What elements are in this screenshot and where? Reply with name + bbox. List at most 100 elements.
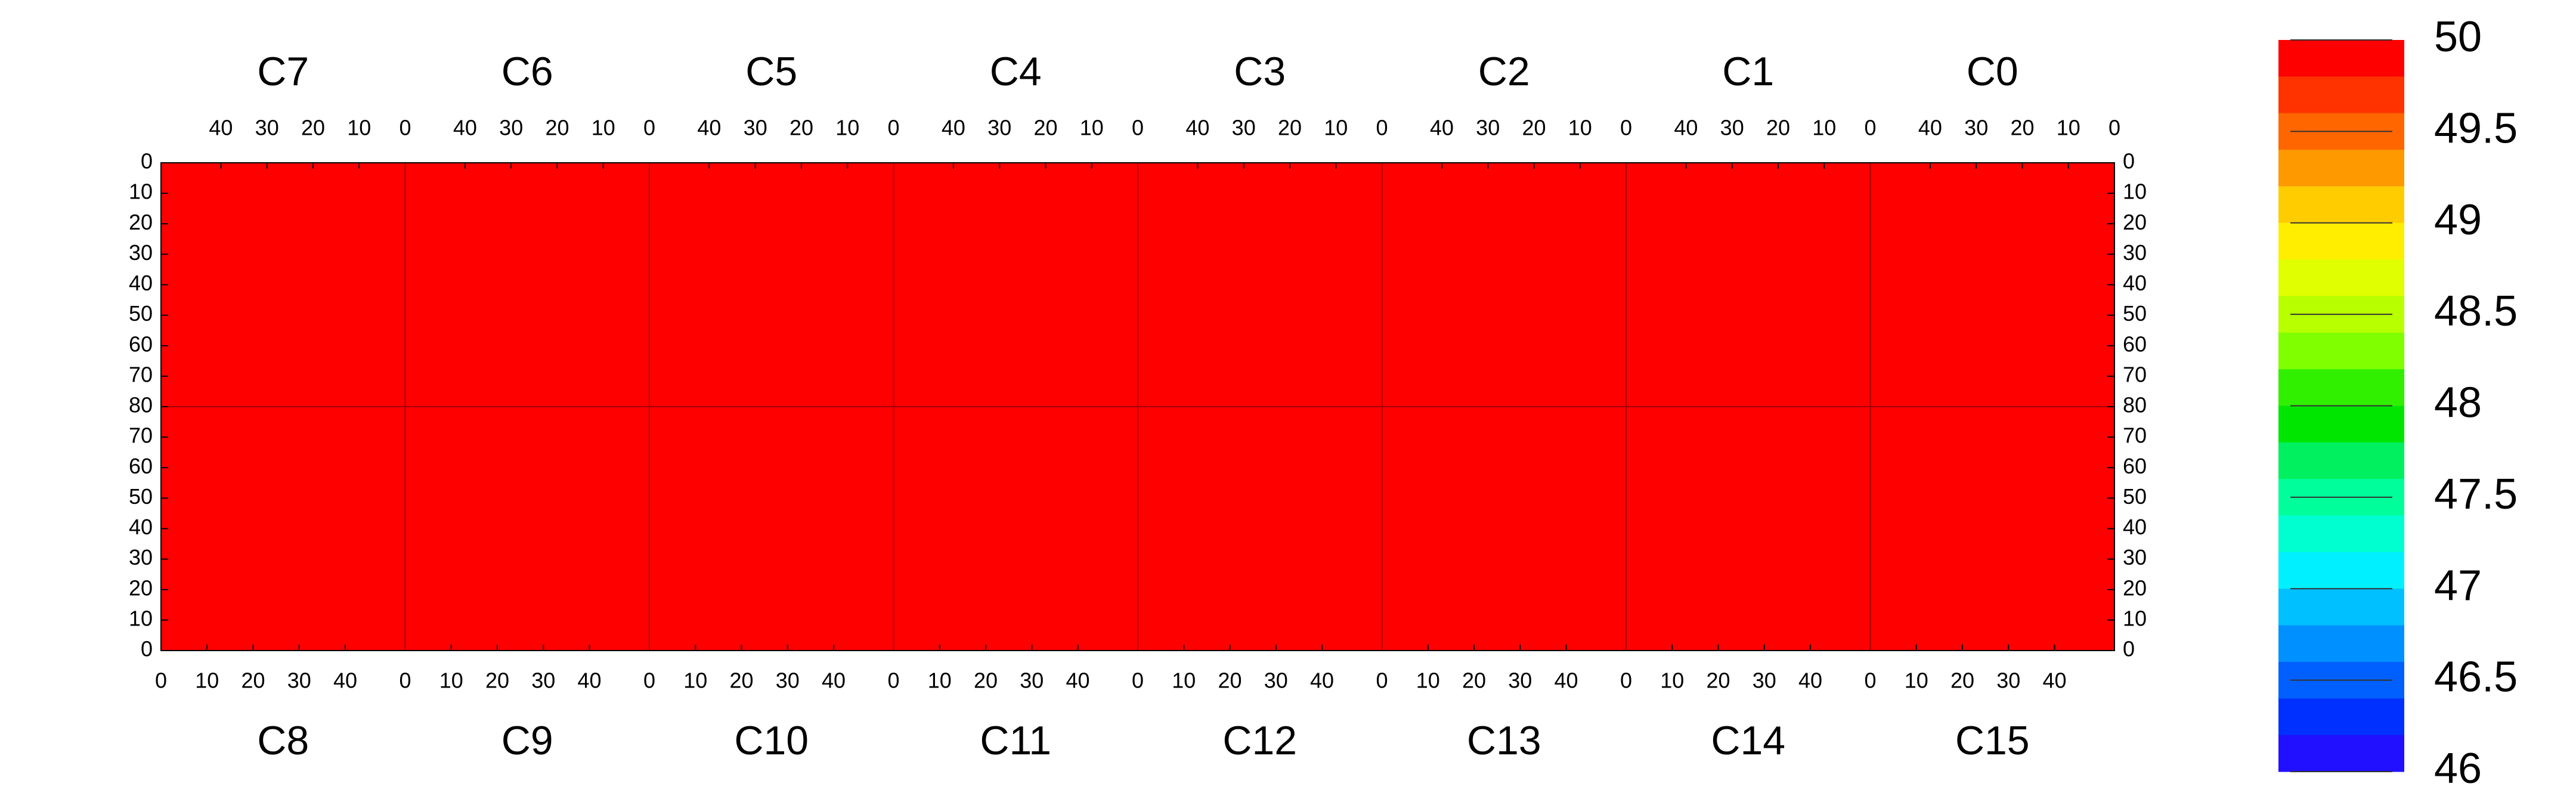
colorbar-band <box>2278 150 2404 187</box>
x-tick-label: 10 <box>439 668 463 693</box>
x-tick-label: 0 <box>643 668 655 693</box>
chip-cell <box>893 407 1138 651</box>
x-tick-label: 20 <box>301 116 325 140</box>
colorbar-band <box>2278 735 2404 772</box>
y-tick-label: 50 <box>129 301 153 326</box>
chip-cell <box>1138 407 1382 651</box>
x-tick-label: 40 <box>1066 668 1090 693</box>
x-tick-label: 10 <box>592 116 615 140</box>
colorbar-band <box>2278 259 2404 296</box>
y-tick-label: 10 <box>2123 606 2147 630</box>
x-tick-label: 10 <box>1416 668 1440 693</box>
x-tick-label: 40 <box>1798 668 1822 693</box>
x-tick-label: 30 <box>987 116 1011 140</box>
x-tick-label: 10 <box>1080 116 1104 140</box>
x-tick-label: 20 <box>242 668 265 693</box>
colorbar-label: 50 <box>2434 13 2482 61</box>
y-tick-label: 80 <box>129 393 153 417</box>
colorbar-label: 47 <box>2434 562 2482 609</box>
x-tick-label: 40 <box>1674 116 1698 140</box>
y-tick-label: 50 <box>129 484 153 509</box>
x-tick-label: 20 <box>485 668 509 693</box>
x-tick-label: 0 <box>1376 116 1388 140</box>
x-tick-label: 40 <box>209 116 233 140</box>
chip-label: C15 <box>1955 718 2030 763</box>
y-tick-label: 40 <box>129 515 153 539</box>
x-tick-label: 20 <box>1707 668 1730 693</box>
colorbar-label: 48 <box>2434 379 2482 427</box>
x-tick-label: 20 <box>730 668 754 693</box>
y-tick-label: 0 <box>2123 637 2135 661</box>
x-tick-label: 0 <box>1620 668 1632 693</box>
chip-cell <box>1382 407 1626 651</box>
chip-label: C6 <box>501 49 553 94</box>
x-tick-label: 20 <box>1218 668 1242 693</box>
x-tick-label: 0 <box>155 668 167 693</box>
x-tick-label: 30 <box>531 668 555 693</box>
y-tick-label: 40 <box>129 271 153 295</box>
y-tick-label: 20 <box>2123 575 2147 600</box>
chip-cell <box>405 407 649 651</box>
y-tick-label: 0 <box>141 637 153 661</box>
x-tick-label: 10 <box>928 668 952 693</box>
x-tick-label: 40 <box>578 668 602 693</box>
x-tick-label: 10 <box>683 668 707 693</box>
x-tick-label: 0 <box>1376 668 1388 693</box>
x-tick-label: 10 <box>1172 668 1196 693</box>
x-tick-label: 20 <box>1033 116 1057 140</box>
x-tick-label: 30 <box>1232 116 1256 140</box>
y-tick-label: 10 <box>129 179 153 204</box>
x-tick-label: 0 <box>399 116 411 140</box>
x-tick-label: 0 <box>1864 116 1876 140</box>
colorbar-band <box>2278 625 2404 662</box>
x-tick-label: 20 <box>2010 116 2034 140</box>
colorbar-label: 49 <box>2434 196 2482 244</box>
x-tick-label: 30 <box>744 116 767 140</box>
chip-cell <box>161 407 405 651</box>
x-tick-label: 40 <box>942 116 965 140</box>
x-tick-label: 0 <box>1132 116 1144 140</box>
y-tick-label: 10 <box>2123 179 2147 204</box>
x-tick-label: 30 <box>1996 668 2020 693</box>
x-tick-label: 30 <box>1476 116 1500 140</box>
chip-label: C10 <box>734 718 809 763</box>
y-tick-label: 60 <box>129 454 153 478</box>
chip-label: C4 <box>990 49 1042 94</box>
chip-cell <box>1138 163 1382 407</box>
colorbar-label: 47.5 <box>2434 470 2518 518</box>
chip-label: C0 <box>1967 49 2018 94</box>
y-tick-label: 70 <box>129 423 153 448</box>
colorbar-label: 46 <box>2434 745 2482 792</box>
y-tick-label: 20 <box>129 210 153 234</box>
y-tick-label: 70 <box>2123 423 2147 448</box>
colorbar-band <box>2278 442 2404 479</box>
chip-cell <box>649 407 894 651</box>
x-tick-label: 40 <box>1555 668 1578 693</box>
x-tick-label: 10 <box>1324 116 1348 140</box>
x-tick-label: 30 <box>499 116 523 140</box>
colorbar-label: 48.5 <box>2434 287 2518 335</box>
x-tick-label: 30 <box>776 668 800 693</box>
colorbar-band <box>2278 40 2404 77</box>
x-tick-label: 30 <box>255 116 279 140</box>
x-tick-label: 30 <box>1964 116 1988 140</box>
x-tick-label: 40 <box>333 668 357 693</box>
colorbar-band <box>2278 589 2404 626</box>
x-tick-label: 0 <box>399 668 411 693</box>
x-tick-label: 20 <box>545 116 569 140</box>
x-tick-label: 0 <box>1864 668 1876 693</box>
chip-label: C12 <box>1222 718 1297 763</box>
chip-cell <box>1382 163 1626 407</box>
colorbar-band <box>2278 369 2404 406</box>
x-tick-label: 40 <box>822 668 846 693</box>
chip-label: C9 <box>501 718 553 763</box>
colorbar-band <box>2278 76 2404 114</box>
colorbar-band <box>2278 552 2404 589</box>
colorbar-label: 46.5 <box>2434 654 2518 701</box>
x-tick-label: 20 <box>1766 116 1790 140</box>
y-tick-label: 70 <box>129 362 153 386</box>
x-tick-label: 30 <box>1264 668 1288 693</box>
y-tick-label: 0 <box>141 149 153 174</box>
chip-label: C5 <box>745 49 797 94</box>
